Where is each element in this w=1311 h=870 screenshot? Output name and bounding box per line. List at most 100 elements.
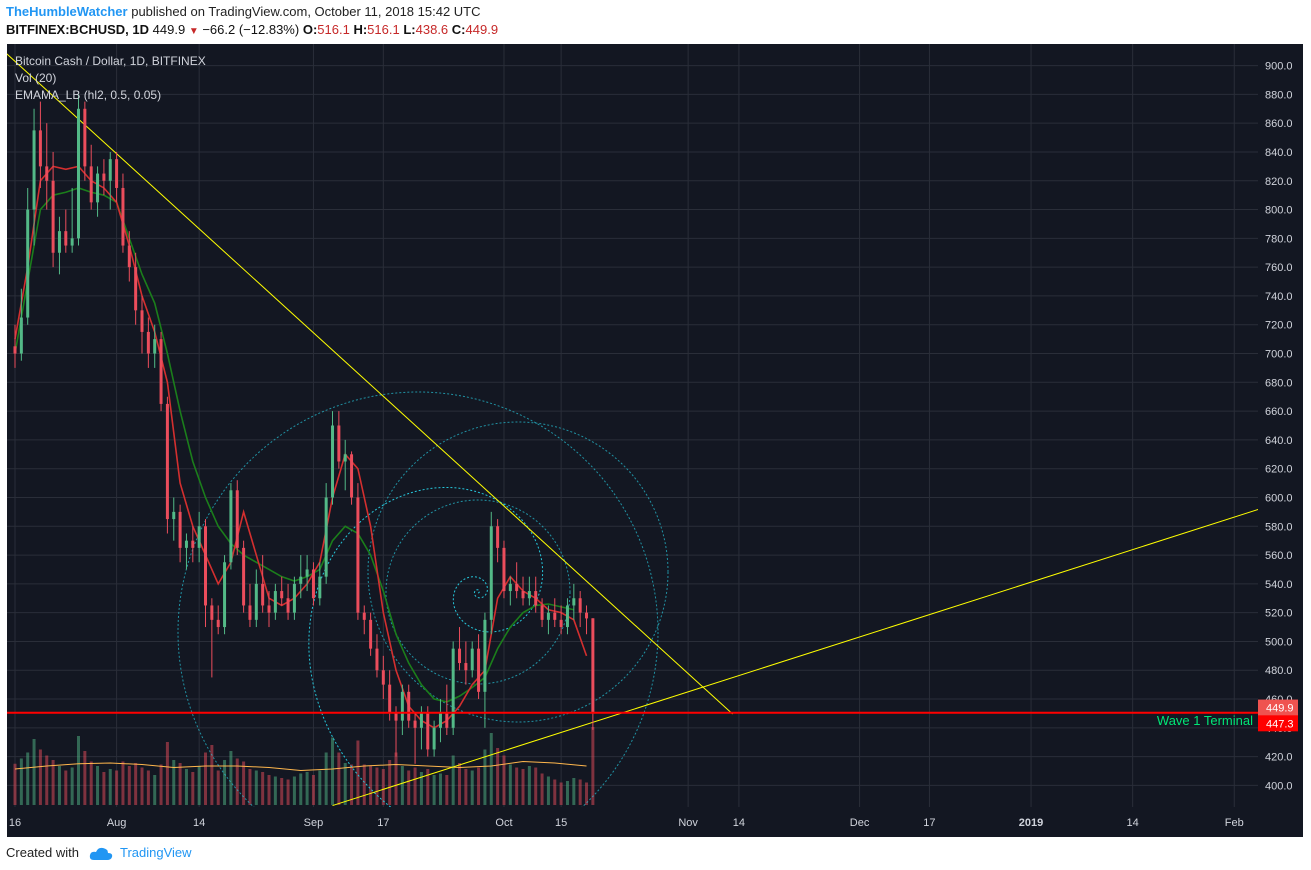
candle-body (311, 569, 315, 599)
plot-area[interactable] (7, 44, 1258, 807)
price-tick-label: 620.0 (1265, 464, 1293, 476)
candle (508, 576, 512, 606)
volume-bar (489, 733, 493, 805)
candle (483, 612, 487, 728)
volume-bar (172, 760, 176, 805)
volume-bar (178, 763, 182, 805)
candle-body (292, 583, 296, 613)
price-tag-box (1258, 715, 1298, 732)
candle (229, 483, 233, 570)
high-value: 516.1 (367, 22, 400, 37)
candle (489, 511, 493, 635)
candle (286, 583, 290, 620)
candle-body (280, 591, 284, 599)
wave-1-terminal-label: Wave 1 Terminal (1157, 713, 1253, 728)
candle-body (121, 187, 125, 246)
candle (197, 511, 201, 563)
volume-bar (585, 782, 589, 805)
candle-body (508, 583, 512, 592)
candle-body (413, 720, 417, 728)
legend-emama[interactable]: EMAMA_LB (hl2, 0.5, 0.05) (15, 88, 161, 102)
candle-body (400, 691, 404, 721)
candle (83, 101, 87, 181)
candle-body (64, 231, 68, 246)
volume-bar (388, 760, 392, 805)
candle-body (204, 526, 208, 606)
candle-body (172, 511, 176, 520)
candle (375, 634, 379, 678)
candle-body (331, 425, 335, 498)
volume-bar (400, 766, 404, 805)
candle-body (445, 713, 449, 728)
candle-body (356, 497, 360, 613)
volume-bar (565, 781, 569, 805)
price-tag-box (1258, 699, 1298, 716)
candle (191, 526, 195, 563)
candle (540, 598, 544, 628)
candle-body (375, 648, 379, 671)
candle (432, 720, 436, 757)
candle-body (108, 159, 112, 181)
candle (223, 555, 227, 635)
candle-body (527, 591, 531, 599)
tradingview-link[interactable]: TradingView (120, 845, 192, 860)
volume-bar (38, 749, 42, 805)
volume-bar (127, 766, 131, 805)
time-tick-label: Sep (304, 817, 324, 829)
time-tick-label: 17 (377, 817, 389, 829)
volume-bar (369, 766, 373, 805)
candle (299, 555, 303, 599)
volume-bar (210, 745, 214, 805)
time-tick-label: Nov (678, 817, 698, 829)
candle (267, 591, 271, 628)
time-tick-label: 17 (923, 817, 935, 829)
candle-body (178, 511, 182, 548)
candle (464, 641, 468, 685)
legend-volume[interactable]: Vol (20) (15, 71, 56, 85)
volume-bar (432, 775, 436, 805)
candle (89, 144, 93, 210)
candle-body (299, 576, 303, 584)
candle (51, 151, 55, 268)
price-tick-label: 400.0 (1265, 780, 1293, 792)
volume-bar (204, 752, 208, 805)
candle-body (229, 490, 233, 563)
candle-body (350, 454, 354, 498)
candle (578, 591, 582, 628)
volume-bar (121, 761, 125, 805)
candle-body (286, 598, 290, 613)
close-label: C: (451, 22, 466, 37)
candle-body (489, 526, 493, 620)
price-tick-label: 700.0 (1265, 349, 1293, 361)
candle (77, 94, 81, 246)
candle-body (127, 245, 131, 268)
candle (70, 187, 74, 253)
open-label: O: (302, 22, 318, 37)
candle-body (591, 618, 595, 714)
candle (134, 252, 138, 325)
candle-body (89, 166, 93, 203)
volume-bar (362, 764, 366, 805)
author-link[interactable]: TheHumbleWatcher (6, 4, 128, 19)
price-tick-label: 480.0 (1265, 665, 1293, 677)
price-tick-label: 780.0 (1265, 233, 1293, 245)
legend-symbol[interactable]: Bitcoin Cash / Dollar, 1D, BITFINEX (15, 54, 206, 68)
volume-bar (254, 770, 258, 805)
footer: Created with TradingView (6, 845, 192, 861)
volume-bar (394, 752, 398, 805)
volume-bar (578, 779, 582, 805)
volume-bar (419, 772, 423, 805)
candle-body (451, 648, 455, 728)
candle-body (261, 583, 265, 606)
volume-ma-line (14, 760, 587, 772)
candle-body (464, 663, 468, 671)
price-tick-label: 900.0 (1265, 61, 1293, 73)
time-tick-label: 14 (733, 817, 745, 829)
candle-body (515, 583, 519, 592)
candle-body (362, 612, 366, 620)
volume-bar (146, 770, 150, 805)
trendlines[interactable] (0, 44, 1260, 807)
time-axis[interactable] (7, 807, 1258, 837)
candle (184, 533, 188, 570)
